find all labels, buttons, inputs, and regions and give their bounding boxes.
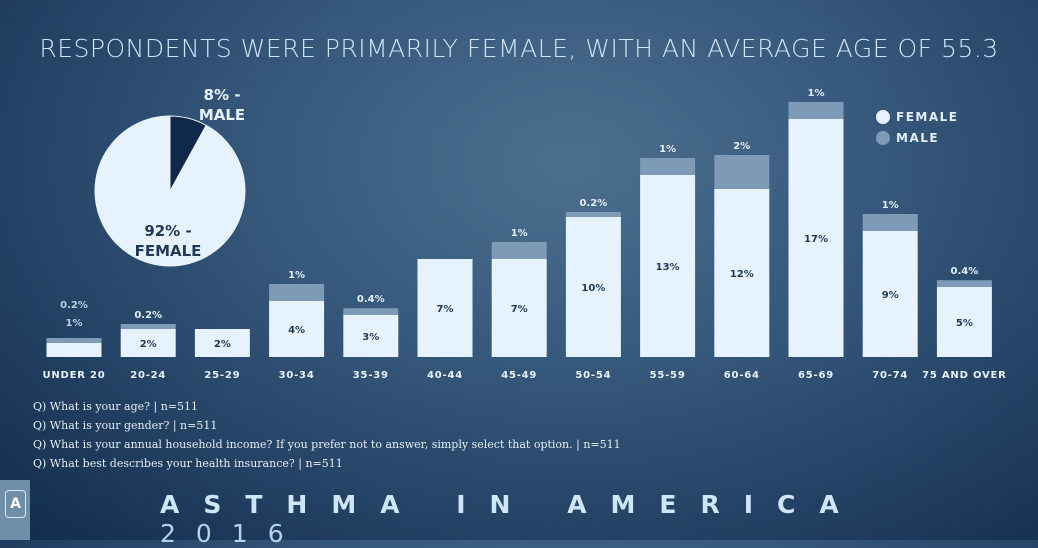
x-tick-label: UNDER 20 xyxy=(42,370,105,381)
bar-label-male: 1% xyxy=(808,88,825,99)
bar-label-male: 1% xyxy=(288,270,305,281)
bar-label-female: 3% xyxy=(362,332,379,343)
bar-male xyxy=(343,308,399,315)
brand-name: ASTHMA IN AMERICA xyxy=(160,490,863,519)
bar-male xyxy=(269,284,325,301)
legend-label: MALE xyxy=(896,130,940,145)
legend-swatch-female xyxy=(876,109,890,124)
bar-female xyxy=(46,343,102,357)
bar-label-female: 13% xyxy=(656,262,680,273)
bar-female xyxy=(936,287,992,357)
legend: FEMALE MALE xyxy=(876,106,958,148)
bar-label-male: 1% xyxy=(882,200,899,211)
bar-female xyxy=(269,301,325,357)
bar-label-male: 0.2% xyxy=(60,300,88,311)
bar-label-male: 0.4% xyxy=(357,294,385,305)
pie-label-male: 8% - xyxy=(204,86,241,104)
pie-label-female: FEMALE xyxy=(135,242,202,260)
bar-female xyxy=(343,315,399,357)
bar-label-male: 0.4% xyxy=(951,266,979,277)
bar-label-male: 0.2% xyxy=(134,310,162,321)
bar-female xyxy=(565,217,621,357)
x-tick-label: 75 AND OVER xyxy=(922,370,1007,381)
note: Q) What is your gender? | n=511 xyxy=(33,419,218,432)
bar-male xyxy=(565,212,621,217)
note: Q) What is your annual household income?… xyxy=(33,438,621,451)
bar-male xyxy=(788,102,844,119)
bar-male xyxy=(862,214,918,231)
x-tick-label: 55-59 xyxy=(650,370,686,381)
bar-male xyxy=(120,324,176,329)
bar-female xyxy=(714,189,770,357)
legend-label: FEMALE xyxy=(896,109,959,124)
bar-female xyxy=(491,259,547,357)
bar-label-female: 17% xyxy=(804,234,828,245)
legend-swatch-male xyxy=(876,130,890,145)
bar-male xyxy=(936,280,992,287)
x-tick-label: 25-29 xyxy=(204,370,240,381)
survey-notes: Q) What is your age? | n=511 Q) What is … xyxy=(33,397,621,473)
x-tick-label: 70-74 xyxy=(872,370,908,381)
bar-male xyxy=(491,242,547,259)
pie-slice-male xyxy=(169,115,207,192)
chart-title: RESPONDENTS WERE PRIMARILY FEMALE, WITH … xyxy=(39,34,999,63)
x-tick-label: 20-24 xyxy=(130,370,166,381)
bar-label-female: 1% xyxy=(66,318,83,329)
bar-label-female: 10% xyxy=(581,283,605,294)
bar-male xyxy=(46,338,102,343)
bar-label-female: 4% xyxy=(288,325,305,336)
bar-label-female: 12% xyxy=(730,269,754,280)
footer-brand: ASTHMA IN AMERICA 2016 xyxy=(160,490,1038,548)
bar-label-male: 2% xyxy=(733,141,750,152)
legend-item-male: MALE xyxy=(876,127,958,148)
bar-label-female: 5% xyxy=(956,318,973,329)
brand-year: 2016 xyxy=(160,519,304,548)
logo-letter: A xyxy=(5,490,26,518)
pie-label-male: MALE xyxy=(199,106,245,124)
note: Q) What best describes your health insur… xyxy=(33,457,343,470)
bar-label-female: 2% xyxy=(140,339,157,350)
bar-label-female: 7% xyxy=(511,304,528,315)
bar-male xyxy=(640,158,696,175)
x-tick-label: 40-44 xyxy=(427,370,463,381)
legend-item-female: FEMALE xyxy=(876,106,958,127)
bar-female xyxy=(640,175,696,357)
bar-female xyxy=(120,329,176,357)
logo: A xyxy=(0,480,30,540)
bar-female xyxy=(194,329,250,357)
x-tick-label: 50-54 xyxy=(575,370,611,381)
bar-male xyxy=(714,155,770,189)
x-tick-label: 65-69 xyxy=(798,370,834,381)
bar-label-female: 9% xyxy=(882,290,899,301)
x-tick-label: 35-39 xyxy=(353,370,389,381)
bar-female xyxy=(862,231,918,357)
bar-label-female: 2% xyxy=(214,339,231,350)
bar-label-male: 1% xyxy=(659,144,676,155)
bar-female xyxy=(417,259,473,357)
note: Q) What is your age? | n=511 xyxy=(33,400,199,413)
pie-label-female: 92% - xyxy=(144,222,191,240)
bar-label-male: 1% xyxy=(511,228,528,239)
x-tick-label: 45-49 xyxy=(501,370,537,381)
bar-female xyxy=(788,119,844,357)
x-tick-label: 30-34 xyxy=(279,370,315,381)
bar-label-female: 7% xyxy=(437,304,454,315)
x-tick-label: 60-64 xyxy=(724,370,760,381)
bar-label-male: 0.2% xyxy=(580,198,608,209)
